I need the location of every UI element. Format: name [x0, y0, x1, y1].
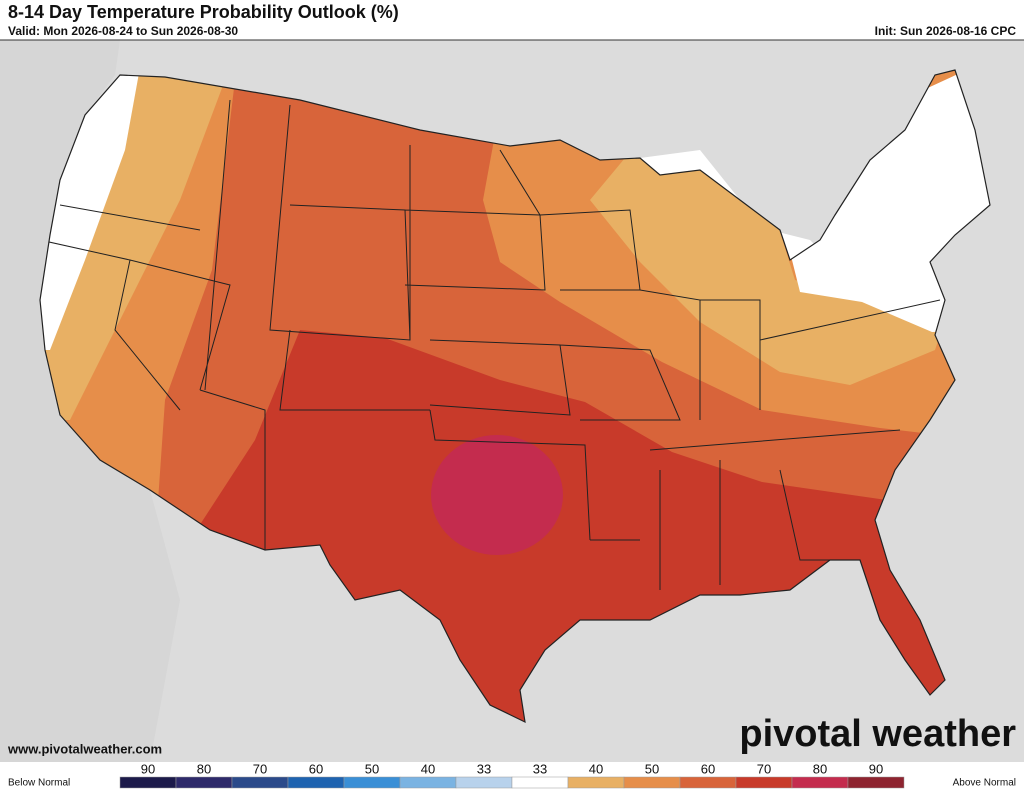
shade-40 [590, 140, 945, 385]
legend-label: 40 [421, 761, 435, 776]
legend-swatch [119, 776, 177, 789]
legend-label: 50 [365, 761, 379, 776]
shade-80 [431, 435, 563, 555]
valid-time: Valid: Mon 2026-08-24 to Sun 2026-08-30 [8, 24, 238, 38]
legend-swatch [231, 776, 289, 789]
legend: 90 80 70 60 50 40 33 33 40 50 60 70 80 90 Below Normal… [8, 761, 1016, 788]
legend-label: 80 [813, 761, 827, 776]
legend-below: Below Normal [8, 778, 70, 789]
legend-swatch [343, 776, 401, 789]
legend-swatch [735, 776, 793, 789]
header-background [0, 0, 1024, 40]
legend-swatch [623, 776, 681, 789]
legend-swatch [287, 776, 345, 789]
legend-label: 70 [253, 761, 267, 776]
legend-swatch [399, 776, 457, 789]
legend-swatch [679, 776, 737, 789]
state-borders [40, 99, 941, 590]
legend-swatch [511, 776, 569, 789]
legend-label: 90 [869, 761, 883, 776]
legend-label: 70 [757, 761, 771, 776]
legend-swatch [791, 776, 849, 789]
legend-label: 40 [589, 761, 603, 776]
legend-label: 60 [701, 761, 715, 776]
us-outline [39, 69, 991, 724]
legend-label: 33 [533, 761, 547, 776]
ocean [0, 40, 180, 762]
title: 8-14 Day Temperature Probability Outlook… [8, 2, 399, 22]
logo: pivotal weather [739, 713, 1016, 755]
legend-swatch [847, 776, 905, 789]
legend-label: 33 [477, 761, 491, 776]
legend-label: 60 [309, 761, 323, 776]
website: www.pivotalweather.com [7, 741, 162, 756]
shade-33 [40, 70, 145, 350]
legend-swatch [175, 776, 233, 789]
legend-label: 50 [645, 761, 659, 776]
legend-above: Above Normal [953, 778, 1016, 789]
legend-label: 90 [141, 761, 155, 776]
legend-swatch [455, 776, 513, 789]
legend-label: 80 [197, 761, 211, 776]
legend-swatch [567, 776, 625, 789]
init-time: Init: Sun 2026-08-16 CPC [875, 24, 1017, 38]
